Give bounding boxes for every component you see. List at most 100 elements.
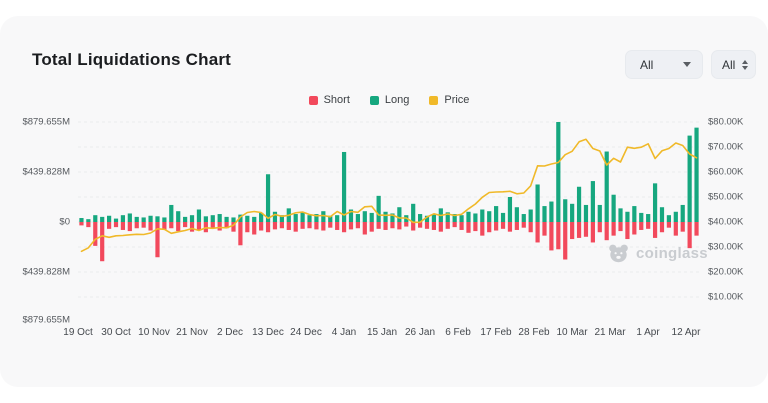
bar-long bbox=[370, 213, 374, 222]
spinner-arrows-icon bbox=[742, 60, 748, 70]
bar-short bbox=[404, 222, 408, 227]
bar-short bbox=[577, 222, 581, 238]
page-title: Total Liquidations Chart bbox=[32, 50, 231, 70]
bar-short bbox=[625, 222, 629, 239]
legend-label: Long bbox=[385, 94, 409, 106]
y-axis-label-right: $40.00K bbox=[708, 217, 743, 228]
y-axis-label-right: $10.00K bbox=[708, 292, 743, 303]
x-axis-label: 21 Mar bbox=[594, 327, 625, 338]
chart-plot-area[interactable] bbox=[78, 118, 700, 324]
bar-long bbox=[577, 187, 581, 222]
bar-long bbox=[653, 183, 657, 222]
bar-short bbox=[252, 222, 256, 235]
bar-short bbox=[155, 222, 159, 257]
bar-short bbox=[466, 222, 470, 233]
bar-long bbox=[86, 219, 90, 222]
symbol-dropdown[interactable]: All bbox=[625, 50, 703, 79]
bar-short bbox=[190, 222, 194, 232]
exchange-dropdown[interactable]: All bbox=[711, 50, 756, 79]
bar-short bbox=[660, 222, 664, 232]
bar-long bbox=[432, 215, 436, 222]
bar-short bbox=[535, 222, 539, 242]
bar-short bbox=[542, 222, 546, 236]
x-axis-label: 6 Feb bbox=[445, 327, 471, 338]
bar-short bbox=[432, 222, 436, 230]
bar-long bbox=[204, 216, 208, 222]
bar-short bbox=[148, 222, 152, 231]
x-axis-label: 12 Apr bbox=[672, 327, 701, 338]
legend-item-short[interactable]: Short bbox=[309, 94, 350, 106]
bar-short bbox=[453, 222, 457, 227]
bar-short bbox=[584, 222, 588, 237]
legend-item-price[interactable]: Price bbox=[429, 94, 469, 106]
bar-short bbox=[107, 222, 111, 229]
x-axis-label: 19 Oct bbox=[63, 327, 92, 338]
bar-long bbox=[121, 215, 125, 222]
symbol-dropdown-value: All bbox=[640, 58, 653, 72]
bar-short bbox=[86, 222, 90, 227]
bar-short bbox=[390, 222, 394, 228]
bar-short bbox=[556, 222, 560, 249]
bar-long bbox=[356, 214, 360, 222]
bar-short bbox=[169, 222, 173, 228]
bar-long bbox=[245, 216, 249, 222]
y-axis-label-right: $20.00K bbox=[708, 267, 743, 278]
bar-long bbox=[584, 205, 588, 222]
bar-long bbox=[598, 205, 602, 222]
bar-short bbox=[383, 222, 387, 230]
bar-short bbox=[480, 222, 484, 236]
bar-long bbox=[639, 213, 643, 222]
bar-short bbox=[598, 222, 602, 232]
bar-short bbox=[487, 222, 491, 232]
bar-long bbox=[459, 215, 463, 222]
x-axis-label: 21 Nov bbox=[176, 327, 208, 338]
bar-short bbox=[328, 222, 332, 228]
bar-short bbox=[529, 222, 533, 232]
x-axis-label: 10 Mar bbox=[556, 327, 587, 338]
bar-short bbox=[681, 222, 685, 232]
y-axis-label-right: $70.00K bbox=[708, 142, 743, 153]
bar-long bbox=[294, 214, 298, 222]
bar-long bbox=[549, 202, 553, 222]
legend-swatch bbox=[309, 96, 318, 105]
bar-short bbox=[307, 222, 311, 228]
watermark-text: coinglass bbox=[636, 245, 708, 262]
bar-short bbox=[522, 222, 526, 228]
y-axis-label-right: $50.00K bbox=[708, 192, 743, 203]
bar-long bbox=[218, 214, 222, 222]
bar-long bbox=[114, 219, 118, 222]
bar-short bbox=[667, 222, 671, 228]
bar-long bbox=[501, 213, 505, 222]
bar-short bbox=[280, 222, 284, 228]
bar-long bbox=[646, 214, 650, 222]
bar-long bbox=[162, 217, 166, 222]
bar-long bbox=[466, 212, 470, 222]
chevron-down-icon bbox=[683, 62, 691, 67]
bar-long bbox=[273, 212, 277, 222]
liquidations-page: Total Liquidations Chart All All Short Lo… bbox=[0, 0, 768, 403]
bar-long bbox=[197, 210, 201, 223]
bar-short bbox=[694, 222, 698, 236]
bar-long bbox=[694, 128, 698, 222]
bar-long bbox=[335, 215, 339, 222]
chart-canvas[interactable] bbox=[78, 118, 700, 324]
bar-short bbox=[245, 222, 249, 232]
bar-long bbox=[363, 211, 367, 222]
legend-swatch bbox=[429, 96, 438, 105]
bar-short bbox=[653, 222, 657, 238]
price-line bbox=[82, 139, 697, 251]
bar-short bbox=[135, 222, 139, 228]
bar-long bbox=[224, 217, 228, 222]
bar-short bbox=[301, 222, 305, 229]
y-axis-label-right: $30.00K bbox=[708, 242, 743, 253]
bar-short bbox=[570, 222, 574, 239]
bar-short bbox=[632, 222, 636, 235]
bar-long bbox=[377, 196, 381, 222]
legend-item-long[interactable]: Long bbox=[370, 94, 409, 106]
bar-short bbox=[459, 222, 463, 230]
bar-long bbox=[674, 212, 678, 222]
bar-short bbox=[370, 222, 374, 232]
y-axis-label-left: $0 bbox=[59, 217, 70, 228]
bar-short bbox=[100, 222, 104, 261]
x-axis-label: 4 Jan bbox=[332, 327, 356, 338]
